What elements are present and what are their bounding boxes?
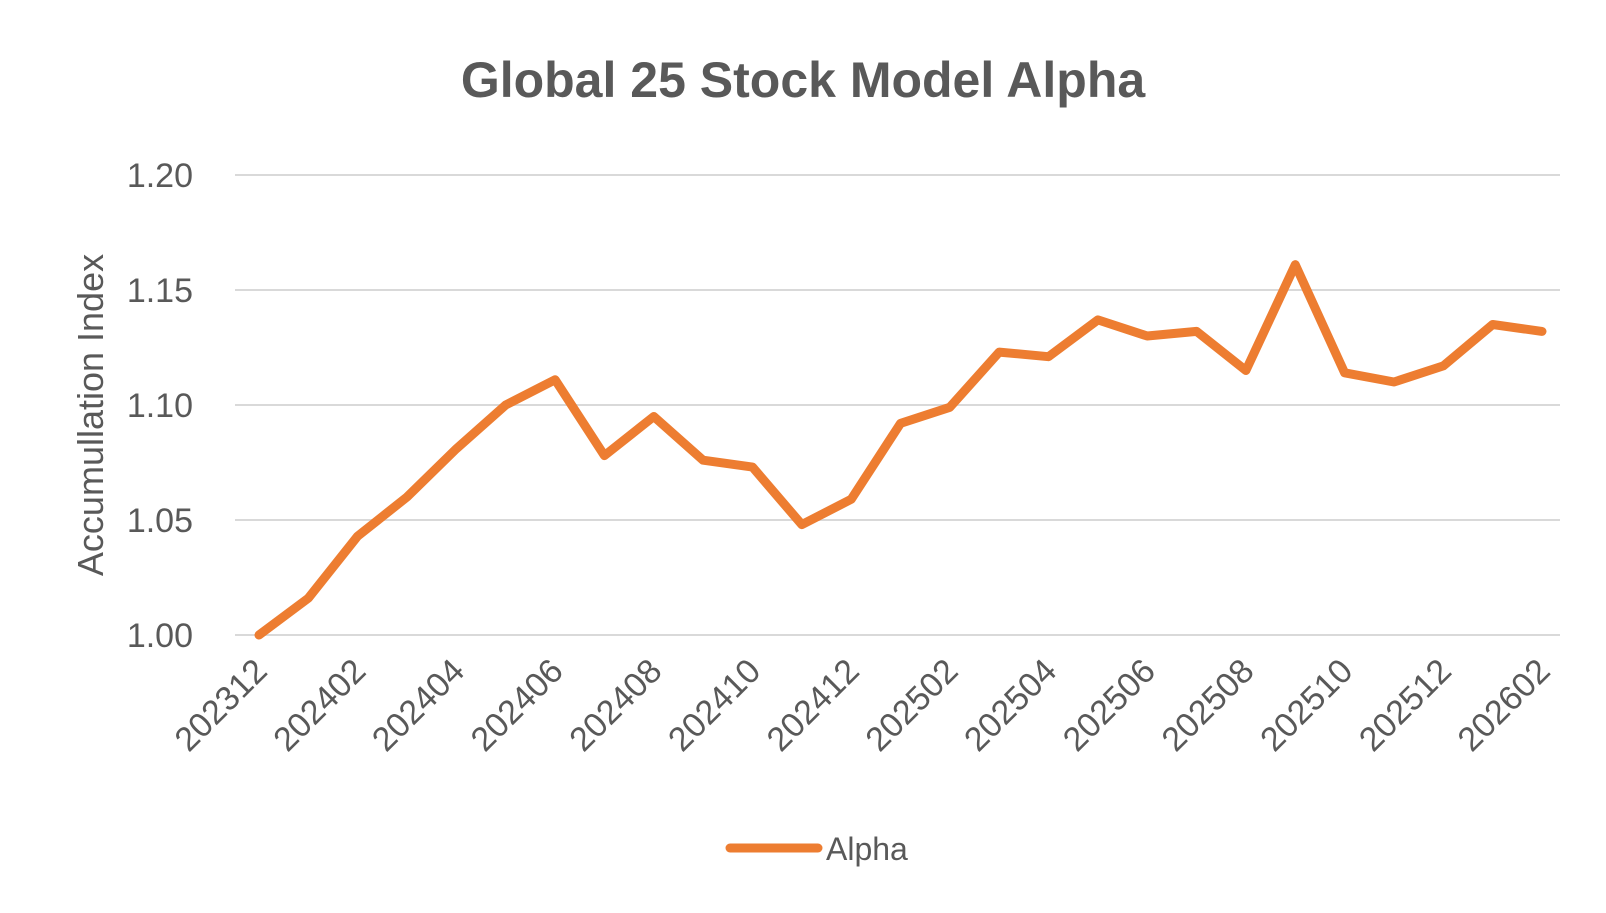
x-tick-label: 202410 bbox=[661, 652, 768, 759]
y-axis-ticks: 1.00 1.05 1.10 1.15 1.20 bbox=[127, 157, 193, 655]
x-tick-label: 202506 bbox=[1056, 652, 1163, 759]
x-tick-label: 202408 bbox=[562, 652, 669, 759]
gridlines bbox=[235, 174, 1560, 636]
y-axis-label: Accumullation Index bbox=[70, 254, 111, 576]
legend-label-alpha: Alpha bbox=[826, 831, 908, 867]
x-tick-label: 202512 bbox=[1352, 652, 1459, 759]
y-tick-label: 1.15 bbox=[127, 272, 193, 310]
x-tick-label: 202312 bbox=[168, 652, 275, 759]
x-axis-ticks: 2023122024022024042024062024082024102024… bbox=[168, 652, 1558, 759]
y-tick-label: 1.20 bbox=[127, 157, 193, 195]
x-tick-label: 202508 bbox=[1154, 652, 1261, 759]
y-tick-label: 1.10 bbox=[127, 387, 193, 425]
x-tick-label: 202504 bbox=[957, 652, 1064, 759]
series-group bbox=[254, 260, 1547, 640]
legend: Alpha bbox=[725, 831, 908, 867]
series-line-alpha bbox=[254, 260, 1547, 640]
x-tick-label: 202402 bbox=[266, 652, 373, 759]
x-tick-label: 202412 bbox=[760, 652, 867, 759]
x-tick-label: 202602 bbox=[1451, 652, 1558, 759]
x-tick-label: 202404 bbox=[365, 652, 472, 759]
x-tick-label: 202502 bbox=[858, 652, 965, 759]
x-tick-label: 202406 bbox=[464, 652, 571, 759]
y-tick-label: 1.00 bbox=[127, 617, 193, 655]
chart-title: Global 25 Stock Model Alpha bbox=[461, 52, 1147, 108]
x-tick-label: 202510 bbox=[1253, 652, 1360, 759]
y-tick-label: 1.05 bbox=[127, 502, 193, 540]
